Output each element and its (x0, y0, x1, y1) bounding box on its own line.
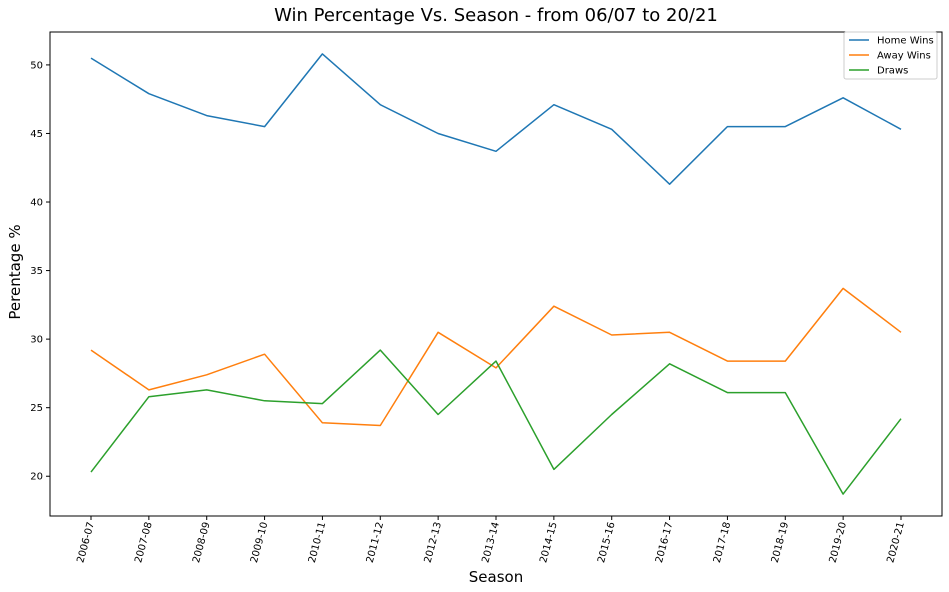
series-line-away-wins (90, 287, 902, 427)
x-tick-label: 2012-13 (423, 521, 444, 564)
y-tick-label: 50 (30, 60, 43, 71)
chart-title: Win Percentage Vs. Season - from 06/07 t… (274, 5, 718, 26)
legend-box (843, 31, 938, 80)
x-tick-label: 2019-20 (828, 521, 849, 564)
x-tick-label: 2017-18 (712, 521, 733, 564)
x-tick-label: 2020-21 (885, 521, 906, 564)
y-tick-label: 40 (30, 198, 43, 209)
y-tick-label: 45 (30, 129, 43, 140)
legend-label: Home Wins (877, 36, 934, 47)
x-tick-label: 2006-07 (75, 521, 96, 564)
y-tick-label: 30 (30, 335, 43, 346)
x-tick-label: 2016-17 (654, 521, 675, 564)
x-tick-label: 2007-08 (133, 521, 154, 564)
plot-area (49, 31, 943, 517)
x-tick-label: 2009-10 (249, 521, 270, 564)
y-axis: 20 25 30 35 40 45 50 (30, 60, 50, 483)
x-tick-label: 2013-14 (480, 521, 501, 564)
series-line-home-wins (90, 53, 902, 185)
x-tick-label: 2018-19 (770, 521, 791, 564)
legend: Home Wins Away Wins Draws (843, 31, 938, 80)
y-axis-label: Perentage % (6, 224, 24, 319)
y-tick-label: 25 (30, 403, 43, 414)
y-tick-label: 35 (30, 266, 43, 277)
y-tick-label: 20 (30, 472, 43, 483)
x-axis-label: Season (469, 568, 523, 586)
x-tick-label: 2015-16 (596, 521, 617, 564)
x-tick-label: 2008-09 (191, 521, 212, 564)
x-tick-label: 2010-11 (307, 521, 328, 564)
series-line-draws (90, 349, 902, 495)
legend-label: Away Wins (877, 51, 931, 62)
legend-label: Draws (877, 66, 908, 77)
x-axis: 2006-07 2007-08 2008-09 2009-10 2010-11 2011-… (75, 516, 907, 564)
x-tick-label: 2014-15 (538, 521, 559, 564)
x-tick-label: 2011-12 (365, 521, 386, 564)
series-group (90, 53, 902, 495)
